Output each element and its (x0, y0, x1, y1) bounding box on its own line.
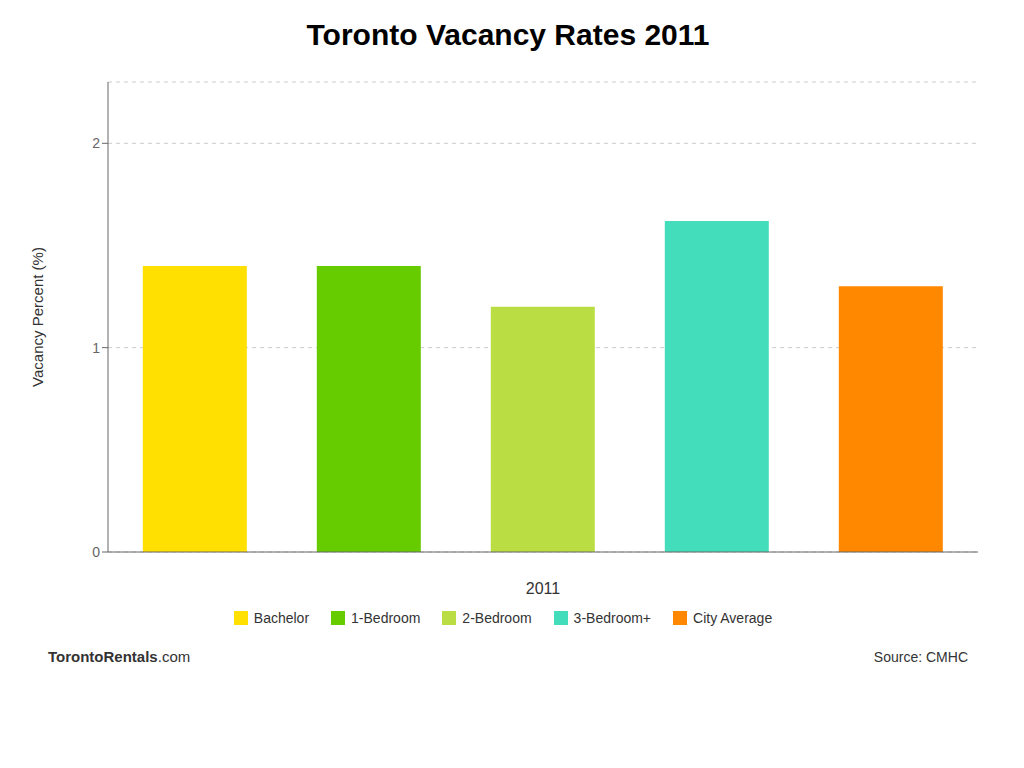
html-text:TorontoRentals.com: TorontoRentals.com (48, 648, 191, 665)
svg-text:Vacancy Percent (%): Vacancy Percent (%) (29, 247, 46, 387)
svg-text:0: 0 (92, 544, 100, 560)
html-text:1-Bedroom: 1-Bedroom (351, 610, 421, 626)
html-text:Toronto Vacancy Rates 2011: Toronto Vacancy Rates 2011 (306, 18, 710, 51)
html-text:2-Bedroom: 2-Bedroom (462, 610, 532, 626)
html-text:Source: CMHC: Source: CMHC (873, 648, 968, 665)
svg-text:2011: 2011 (526, 580, 561, 597)
html-text:City Average: City Average (693, 610, 773, 626)
svg-text:2: 2 (92, 135, 100, 151)
html-text:Bachelor: Bachelor (253, 610, 310, 626)
svg-text:1: 1 (92, 340, 100, 356)
html-text:3-Bedroom+: 3-Bedroom+ (573, 610, 651, 626)
